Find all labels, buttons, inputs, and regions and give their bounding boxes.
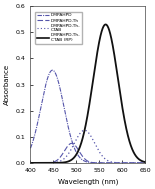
Legend: DMPAHPD, DMPAHPD-Th, DMPAHPD-Th-
CTAB, DMPAHPD-Th-
CTAB (RP): DMPAHPD, DMPAHPD-Th, DMPAHPD-Th- CTAB, D…: [35, 12, 82, 44]
Y-axis label: Absorbance: Absorbance: [4, 64, 10, 105]
X-axis label: Wavelength (nm): Wavelength (nm): [58, 178, 118, 185]
